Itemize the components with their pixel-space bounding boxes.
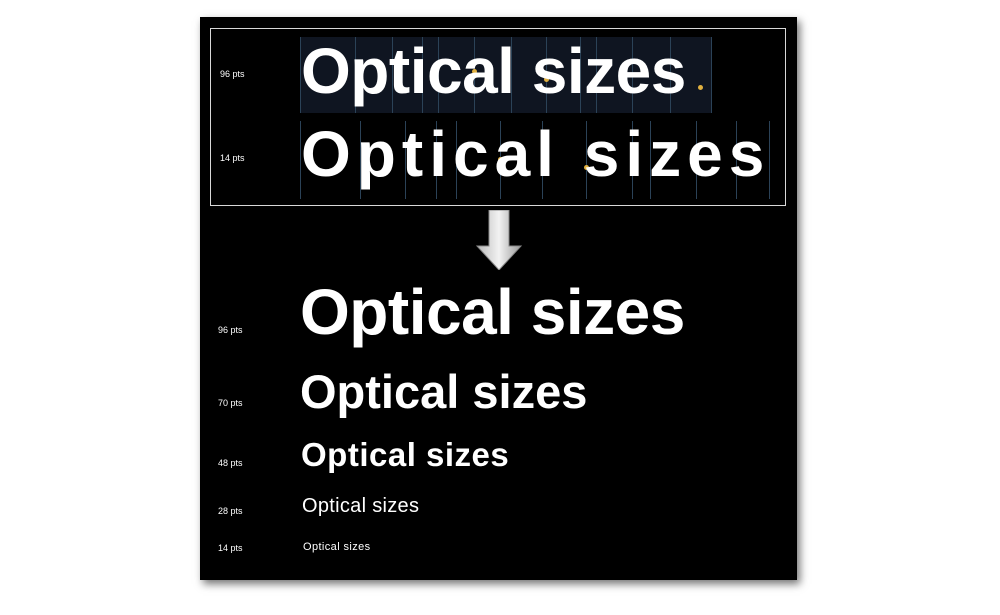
- sample-text: Optical sizes: [303, 541, 371, 553]
- size-label: 14 pts: [218, 543, 243, 553]
- glyph-guide-line: [300, 121, 301, 199]
- spacing-marker: [668, 75, 673, 80]
- glyph-guide-line: [300, 37, 301, 113]
- glyph-guide-line: [456, 121, 457, 199]
- size-label: 28 pts: [218, 506, 243, 516]
- spacing-marker: [694, 163, 699, 168]
- glyph-guide-line: [392, 37, 393, 113]
- spacing-marker: [584, 165, 589, 170]
- glyph-guide-line: [355, 37, 356, 113]
- glyph-guide-line: [736, 121, 737, 199]
- spacing-marker: [498, 157, 503, 162]
- glyph-guide-line: [474, 37, 475, 113]
- size-label: 48 pts: [218, 458, 243, 468]
- size-label: 70 pts: [218, 398, 243, 408]
- typography-panel: 96 pts Optical sizes 14 pts Optical size…: [200, 17, 797, 580]
- glyph-guide-line: [650, 121, 651, 199]
- size-label: 96 pts: [218, 325, 243, 335]
- spacing-marker: [544, 77, 549, 82]
- glyph-guide-line: [436, 121, 437, 199]
- glyph-guide-line: [360, 121, 361, 199]
- sample-text: Optical sizes: [302, 495, 420, 517]
- glyph-bounds-highlight: [300, 37, 712, 113]
- size-label: 14 pts: [220, 153, 245, 163]
- glyph-guide-line: [511, 37, 512, 113]
- glyph-guide-line: [596, 37, 597, 113]
- glyph-guide-line: [405, 121, 406, 199]
- glyph-guide-line: [696, 121, 697, 199]
- glyph-guide-line: [542, 121, 543, 199]
- glyph-guide-line: [769, 121, 770, 199]
- comparison-box: [210, 28, 786, 206]
- size-label: 96 pts: [220, 69, 245, 79]
- glyph-guide-line: [580, 37, 581, 113]
- sample-text: Optical sizes: [300, 365, 588, 418]
- glyph-guide-line: [632, 121, 633, 199]
- sample-text: Optical sizes: [301, 436, 510, 473]
- sample-text: Optical sizes: [300, 276, 685, 348]
- glyph-guide-line: [586, 121, 587, 199]
- spacing-marker: [472, 69, 477, 74]
- glyph-guide-line: [632, 37, 633, 113]
- glyph-guide-line: [422, 37, 423, 113]
- spacing-marker: [734, 169, 739, 174]
- sample-text: Optical sizes: [301, 35, 686, 107]
- spacing-marker: [698, 85, 703, 90]
- glyph-guide-line: [438, 37, 439, 113]
- glyph-guide-line: [546, 37, 547, 113]
- down-arrow-icon: [475, 210, 523, 270]
- glyph-guide-line: [711, 37, 712, 113]
- sample-text: Optical sizes: [301, 118, 771, 190]
